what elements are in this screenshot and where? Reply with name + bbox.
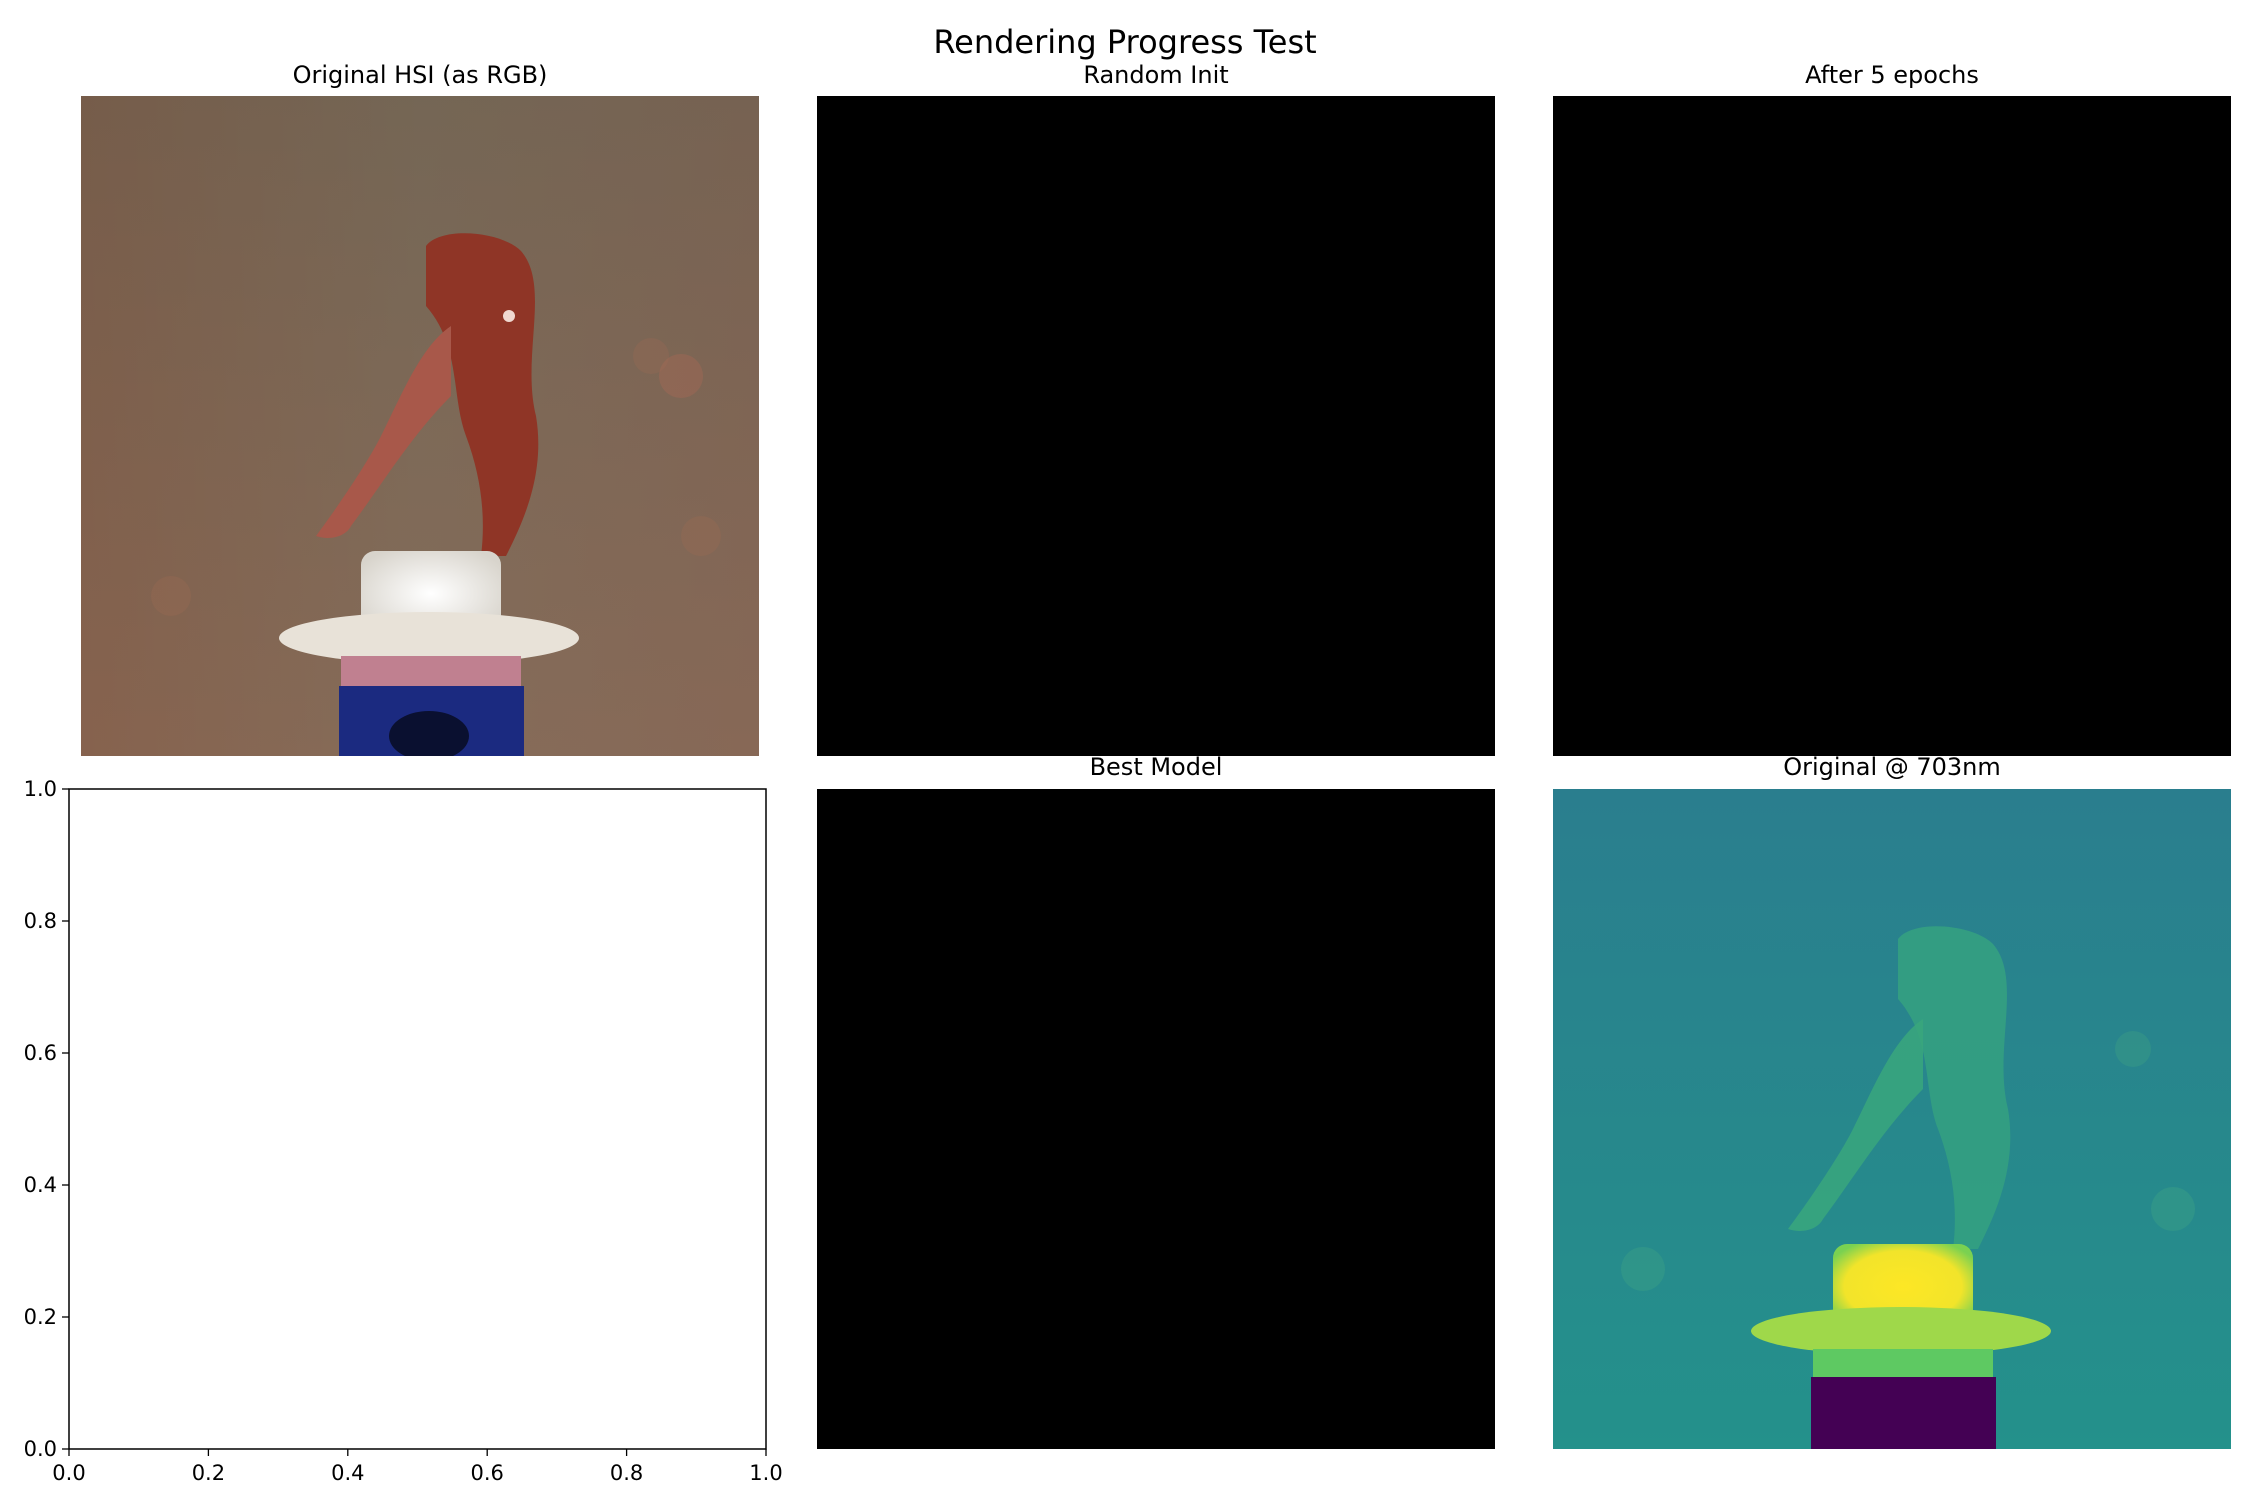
panel-title-after-5-epochs: After 5 epochs xyxy=(1805,61,1979,89)
axes-frame xyxy=(68,788,767,1450)
image-best-model xyxy=(817,789,1495,1449)
figure-suptitle: Rendering Progress Test xyxy=(933,23,1317,61)
image-original-703nm xyxy=(1553,789,2231,1449)
y-tick-label: 1.0 xyxy=(24,777,57,801)
x-tick-label: 0.2 xyxy=(192,1461,225,1485)
x-tick-label: 0.4 xyxy=(331,1461,364,1485)
x-tick-label: 1.0 xyxy=(749,1461,782,1485)
x-tick-label: 0.0 xyxy=(52,1461,85,1485)
x-tick-label: 0.6 xyxy=(470,1461,503,1485)
y-tick-label: 0.6 xyxy=(24,1041,57,1065)
image-after-5-epochs xyxy=(1553,96,2231,756)
panel-title-original-rgb: Original HSI (as RGB) xyxy=(292,61,548,89)
y-tick-label: 0.2 xyxy=(24,1305,57,1329)
x-tick-label: 0.8 xyxy=(610,1461,643,1485)
y-tick-label: 0.4 xyxy=(24,1173,57,1197)
y-tick-label: 0.8 xyxy=(24,909,57,933)
empty-axes-chart: 0.0 0.2 0.4 0.6 0.8 1.0 0.0 0.2 0.4 0.6 0.8 1.0 xyxy=(24,777,783,1485)
empty-axes-panel: 0.0 0.2 0.4 0.6 0.8 1.0 0.0 0.2 0.4 0.6 0.8 1.0 xyxy=(0,760,800,1500)
image-original-hsi-rgb xyxy=(81,96,759,756)
image-random-init xyxy=(817,96,1495,756)
specimen-rgb-illustration xyxy=(81,96,759,756)
y-tick-label: 0.0 xyxy=(24,1437,57,1461)
panel-title-random-init: Random Init xyxy=(1083,61,1229,89)
panel-title-original-703nm: Original @ 703nm xyxy=(1783,753,2001,781)
panel-title-best-model: Best Model xyxy=(1089,753,1223,781)
specimen-703nm-illustration xyxy=(1553,789,2231,1449)
